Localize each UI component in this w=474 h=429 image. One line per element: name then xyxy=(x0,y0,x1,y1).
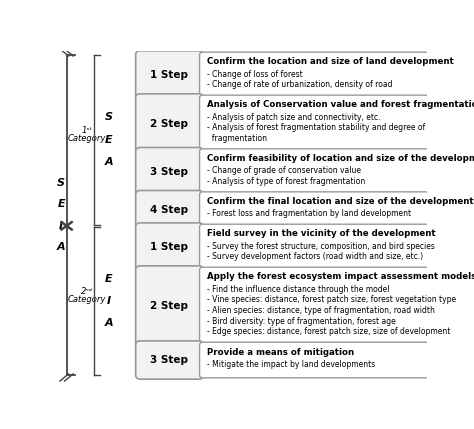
Text: E: E xyxy=(57,199,65,209)
Text: Confirm the location and size of land development: Confirm the location and size of land de… xyxy=(207,57,454,66)
Text: A: A xyxy=(57,242,65,252)
Text: A: A xyxy=(105,318,113,329)
FancyBboxPatch shape xyxy=(200,267,429,345)
Text: Provide a means of mitigation: Provide a means of mitigation xyxy=(207,347,354,356)
Text: - Change of grade of conservation value: - Change of grade of conservation value xyxy=(207,166,361,175)
Text: - Analysis of patch size and connectivity, etc.: - Analysis of patch size and connectivit… xyxy=(207,113,381,122)
Text: - Survey development factors (road width and size, etc.): - Survey development factors (road width… xyxy=(207,252,423,261)
Text: 4 Step: 4 Step xyxy=(150,205,189,214)
Text: 3 Step: 3 Step xyxy=(150,167,189,177)
Text: S: S xyxy=(57,178,65,188)
Text: - Analysis of type of forest fragmentation: - Analysis of type of forest fragmentati… xyxy=(207,177,365,186)
Text: Analysis of Conservation value and forest fragmentation: Analysis of Conservation value and fores… xyxy=(207,100,474,109)
Text: 1ˢᵗ: 1ˢᵗ xyxy=(82,126,92,135)
FancyBboxPatch shape xyxy=(136,341,203,379)
Text: 2ⁿᵈ: 2ⁿᵈ xyxy=(81,287,93,296)
Text: Field survey in the vicinity of the development: Field survey in the vicinity of the deve… xyxy=(207,230,436,239)
Text: 1 Step: 1 Step xyxy=(150,242,189,252)
FancyBboxPatch shape xyxy=(136,148,203,196)
FancyBboxPatch shape xyxy=(200,52,429,98)
Text: - Find the influence distance through the model: - Find the influence distance through th… xyxy=(207,285,390,294)
FancyBboxPatch shape xyxy=(200,224,429,270)
FancyBboxPatch shape xyxy=(136,266,203,347)
Text: - Edge species: distance, forest patch size, size of development: - Edge species: distance, forest patch s… xyxy=(207,327,450,336)
Text: - Vine species: distance, forest patch size, forest vegetation type: - Vine species: distance, forest patch s… xyxy=(207,296,456,305)
Text: Confirm feasibility of location and size of the development: Confirm feasibility of location and size… xyxy=(207,154,474,163)
Text: Category: Category xyxy=(68,134,106,143)
Text: - Bird diversity: type of fragmentation, forest age: - Bird diversity: type of fragmentation,… xyxy=(207,317,396,326)
Text: - Alien species: distance, type of fragmentation, road width: - Alien species: distance, type of fragm… xyxy=(207,306,435,315)
Text: Category: Category xyxy=(68,295,106,304)
Text: - Change of loss of forest: - Change of loss of forest xyxy=(207,70,303,79)
FancyBboxPatch shape xyxy=(200,342,429,378)
FancyBboxPatch shape xyxy=(200,95,429,152)
FancyBboxPatch shape xyxy=(136,94,203,154)
FancyBboxPatch shape xyxy=(200,149,429,195)
Text: 2 Step: 2 Step xyxy=(150,301,189,311)
Text: A: A xyxy=(105,157,113,167)
Text: E: E xyxy=(105,135,113,145)
Text: - Mitigate the impact by land developments: - Mitigate the impact by land developmen… xyxy=(207,360,375,369)
Text: - Analysis of forest fragmentation stability and degree of
  fragmentation: - Analysis of forest fragmentation stabi… xyxy=(207,124,425,143)
Text: E: E xyxy=(105,274,113,284)
Text: Apply the forest ecosystem impact assessment models: Apply the forest ecosystem impact assess… xyxy=(207,272,474,281)
Text: - Survey the forest structure, composition, and bird species: - Survey the forest structure, compositi… xyxy=(207,242,435,251)
Text: 2 Step: 2 Step xyxy=(150,119,189,129)
Text: 1 Step: 1 Step xyxy=(150,70,189,80)
FancyBboxPatch shape xyxy=(136,51,203,100)
Text: - Change of rate of urbanization, density of road: - Change of rate of urbanization, densit… xyxy=(207,80,392,89)
Text: I: I xyxy=(107,296,111,306)
Text: 3 Step: 3 Step xyxy=(150,355,189,365)
FancyBboxPatch shape xyxy=(136,223,203,272)
Text: S: S xyxy=(105,112,113,122)
Text: I: I xyxy=(59,221,63,231)
FancyBboxPatch shape xyxy=(200,192,429,227)
Text: Confirm the final location and size of the development: Confirm the final location and size of t… xyxy=(207,197,474,206)
FancyBboxPatch shape xyxy=(136,190,203,229)
Text: - Forest loss and fragmentation by land development: - Forest loss and fragmentation by land … xyxy=(207,209,411,218)
